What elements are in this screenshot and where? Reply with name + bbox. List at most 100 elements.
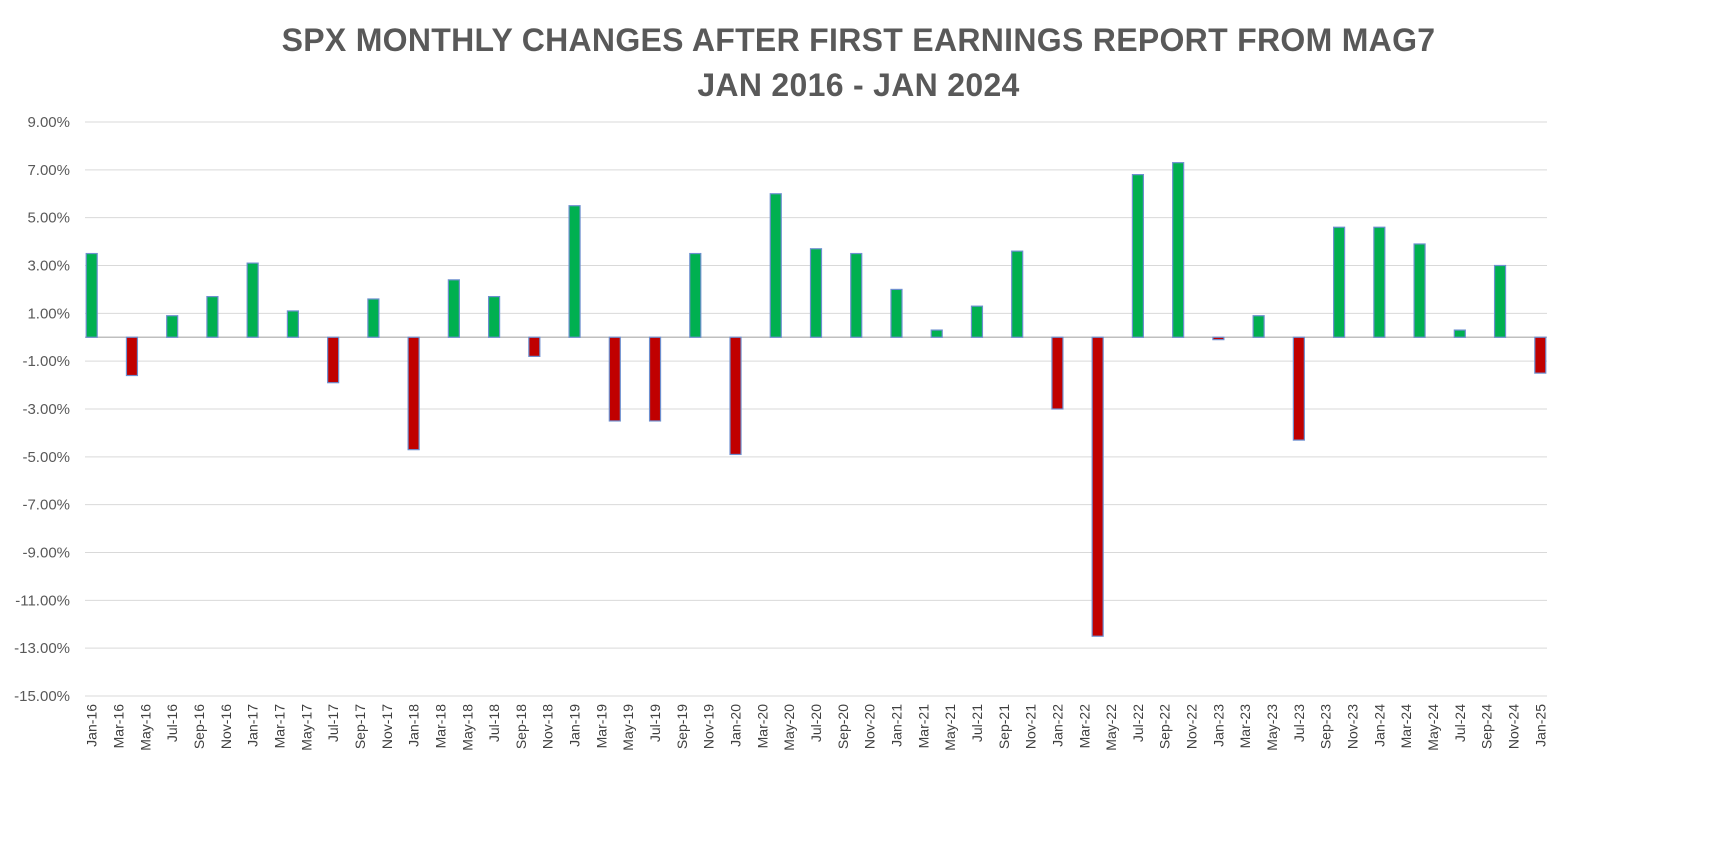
y-tick-label: -11.00% [15,592,70,609]
x-tick-label: Sep-16 [191,704,207,749]
x-tick-label: Sep-21 [996,704,1012,749]
x-tick-label: Sep-18 [513,704,529,749]
y-tick-label: -1.00% [22,353,70,370]
x-tick-label: Jul-24 [1452,704,1468,742]
x-tick-label: Jul-19 [647,704,663,742]
bar-Jul-22 [1131,174,1145,338]
x-tick-label: Sep-17 [352,704,368,749]
bar-Jul-17 [327,336,340,384]
x-tick-label: May-17 [298,704,314,751]
bar-Jan-20 [729,336,742,456]
x-tick-label: Jul-20 [808,704,824,742]
x-tick-label: May-20 [781,704,797,751]
bar-Oct-19 [689,252,702,338]
x-tick-label: May-16 [137,704,153,751]
chart-subtitle: JAN 2016 - JAN 2024 [697,67,1020,103]
x-tick-label: Jan-24 [1371,704,1387,747]
bar-Apr-16 [125,336,139,377]
bar-Jul-16 [166,315,179,338]
x-tick-label: Sep-24 [1479,704,1495,749]
bar-Oct-16 [206,295,219,338]
x-tick-label: Nov-16 [218,704,234,749]
bar-Apr-22 [1091,336,1104,637]
y-tick-label: 1.00% [27,305,70,322]
y-tick-label: -15.00% [14,688,70,705]
bar-Oct-23 [1333,226,1346,338]
x-tick-label: Mar-24 [1398,704,1414,749]
x-tick-label: Nov-20 [862,704,878,749]
y-tick-label: 5.00% [27,210,70,227]
x-tick-label: May-22 [1103,704,1119,751]
x-tick-label: Jan-23 [1210,704,1226,747]
bar-Apr-17 [286,310,299,338]
x-tick-label: Sep-20 [835,704,851,749]
chart-title: SPX MONTHLY CHANGES AFTER FIRST EARNINGS… [281,22,1436,58]
x-tick-label: Mar-19 [593,704,609,749]
bar-Jan-19 [568,205,581,338]
y-tick-label: 3.00% [27,258,70,275]
bar-Apr-20 [769,193,782,338]
bar-Apr-23 [1252,315,1265,338]
bar-Jan-21 [890,288,903,338]
bar-Apr-21 [930,329,943,338]
x-tick-label: May-19 [620,704,636,751]
y-tick-label: 9.00% [27,114,70,131]
x-tick-label: Jul-16 [164,704,180,742]
bar-Apr-19 [608,336,621,422]
x-tick-label: Nov-19 [701,704,717,749]
x-tick-label: Jan-17 [245,704,261,747]
x-tick-label: Mar-23 [1237,704,1253,749]
x-tick-label: Jan-25 [1532,704,1548,747]
x-tick-label: Jul-18 [486,704,502,742]
bar-Jan-25 [1534,336,1547,374]
x-tick-label: Jul-21 [969,704,985,742]
y-tick-label: -3.00% [22,401,70,418]
x-tick-label: Jan-19 [567,704,583,747]
bar-Jan-22 [1051,336,1064,410]
bar-Apr-24 [1413,243,1426,338]
x-tick-label: May-18 [459,704,475,751]
y-tick-label: 7.00% [27,162,70,179]
x-tick-label: Jan-22 [1049,704,1065,747]
x-tick-label: Jul-23 [1291,704,1307,742]
x-tick-label: Sep-19 [674,704,690,749]
bar-Jan-24 [1373,226,1386,338]
x-tick-label: Jan-21 [888,704,904,747]
bar-Jan-23 [1212,336,1225,341]
bar-Oct-22 [1172,162,1185,338]
bar-Oct-20 [850,252,863,338]
x-tick-label: Jul-22 [1130,704,1146,742]
bar-Oct-24 [1493,264,1507,338]
x-tick-label: Nov-24 [1505,704,1521,749]
bar-Jul-19 [648,336,662,422]
x-tick-label: Jul-17 [325,704,341,742]
y-tick-label: -9.00% [22,545,70,562]
x-tick-label: Jan-18 [406,704,422,747]
bar-Oct-17 [367,298,380,338]
bar-Oct-21 [1011,250,1024,338]
x-tick-label: May-21 [942,704,958,751]
y-tick-label: -5.00% [22,449,70,466]
x-tick-label: Nov-23 [1345,704,1361,749]
bar-Jan-18 [407,336,420,451]
bar-Apr-18 [447,279,460,338]
bar-Oct-18 [528,336,541,357]
x-tick-label: May-23 [1264,704,1280,751]
bar-Jul-23 [1292,336,1305,441]
x-tick-label: Mar-17 [271,704,287,749]
x-tick-label: Jan-20 [728,704,744,747]
bar-Jul-24 [1453,329,1466,338]
x-tick-label: Mar-22 [1076,704,1092,749]
y-tick-label: -7.00% [22,497,70,514]
x-tick-label: Mar-16 [111,704,127,749]
x-tick-label: May-24 [1425,704,1441,751]
bar-Jul-18 [487,295,501,338]
x-tick-label: Sep-23 [1318,704,1334,749]
x-tick-label: Nov-18 [540,704,556,749]
x-tick-label: Sep-22 [1157,704,1173,749]
x-tick-label: Mar-21 [915,704,931,749]
bar-Jul-21 [970,305,984,338]
x-tick-label: Nov-17 [379,704,395,749]
bar-Jan-16 [85,252,98,338]
x-tick-label: Mar-20 [754,704,770,749]
